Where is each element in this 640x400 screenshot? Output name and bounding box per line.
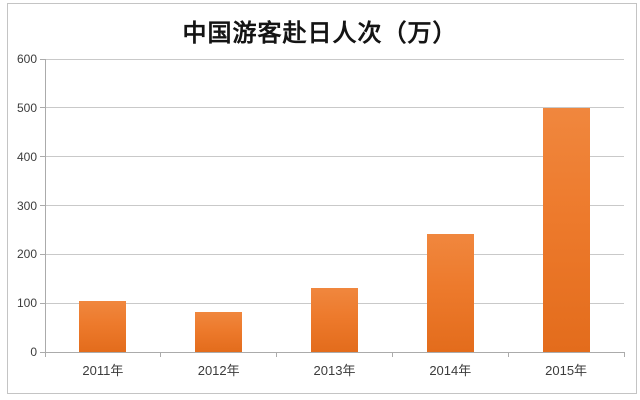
bar-2014年: [426, 234, 474, 352]
bar-2012年: [195, 311, 243, 352]
gridline-500: [45, 107, 624, 109]
y-axis-label-500: 500: [16, 100, 37, 115]
x-axis-label-2014年: 2014年: [429, 363, 472, 378]
x-axis-label-2012年: 2012年: [197, 363, 240, 378]
bar-2015年: [542, 107, 590, 352]
bar-2011年: [79, 301, 127, 352]
y-axis-tick: [40, 156, 45, 158]
gridline-600: [45, 58, 624, 60]
x-axis-label-2015年: 2015年: [545, 363, 588, 378]
x-axis-tick: [507, 353, 509, 357]
bar-2013年: [311, 288, 358, 352]
plot-area: [45, 58, 624, 352]
y-axis-label-200: 200: [16, 247, 37, 262]
x-axis-label-2013年: 2013年: [313, 363, 356, 378]
y-axis-label-300: 300: [16, 198, 37, 213]
chart-title: 中国游客赴日人次（万）: [182, 21, 458, 47]
gridline-400: [45, 156, 624, 158]
x-axis-line: [45, 352, 625, 353]
y-axis-label-600: 600: [16, 52, 37, 66]
x-axis-tick: [276, 353, 278, 357]
x-axis-tick: [391, 353, 393, 357]
y-axis-tick: [40, 107, 45, 109]
y-axis-tick: [40, 302, 45, 304]
gridline-300: [45, 205, 624, 206]
x-axis-label-2011年: 2011年: [82, 363, 124, 378]
y-axis-tick: [40, 351, 45, 353]
y-axis-label-100: 100: [16, 296, 37, 311]
gridline-200: [45, 253, 624, 255]
y-axis-tick: [40, 58, 45, 60]
y-axis-label-0: 0: [30, 345, 37, 359]
y-axis-tick: [40, 253, 45, 255]
x-axis-tick: [623, 353, 625, 357]
y-axis-line: [45, 59, 46, 352]
x-axis-tick: [44, 353, 46, 357]
y-axis-label-400: 400: [16, 149, 37, 164]
x-axis-tick: [160, 353, 162, 357]
y-axis-tick: [40, 205, 45, 206]
